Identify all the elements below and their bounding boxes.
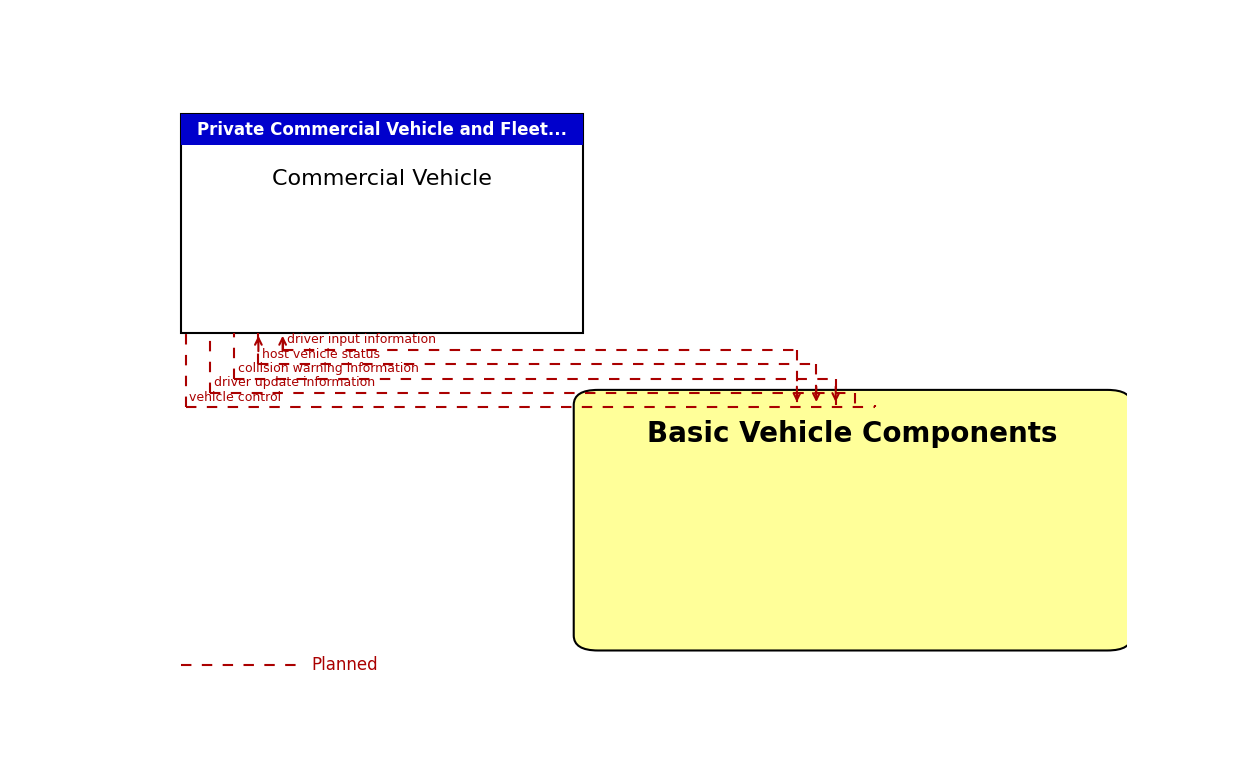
Text: collision warning information: collision warning information xyxy=(238,362,419,375)
Text: Commercial Vehicle: Commercial Vehicle xyxy=(272,170,492,189)
Text: Private Commercial Vehicle and Fleet...: Private Commercial Vehicle and Fleet... xyxy=(197,121,567,139)
Text: Planned: Planned xyxy=(312,657,378,675)
FancyBboxPatch shape xyxy=(180,114,583,333)
FancyBboxPatch shape xyxy=(573,390,1132,650)
Text: driver update information: driver update information xyxy=(214,377,374,389)
Text: vehicle control: vehicle control xyxy=(189,391,282,404)
Text: driver input information: driver input information xyxy=(287,333,436,346)
Text: Basic Vehicle Components: Basic Vehicle Components xyxy=(647,420,1058,448)
FancyBboxPatch shape xyxy=(180,114,583,145)
Text: host vehicle status: host vehicle status xyxy=(262,348,381,360)
